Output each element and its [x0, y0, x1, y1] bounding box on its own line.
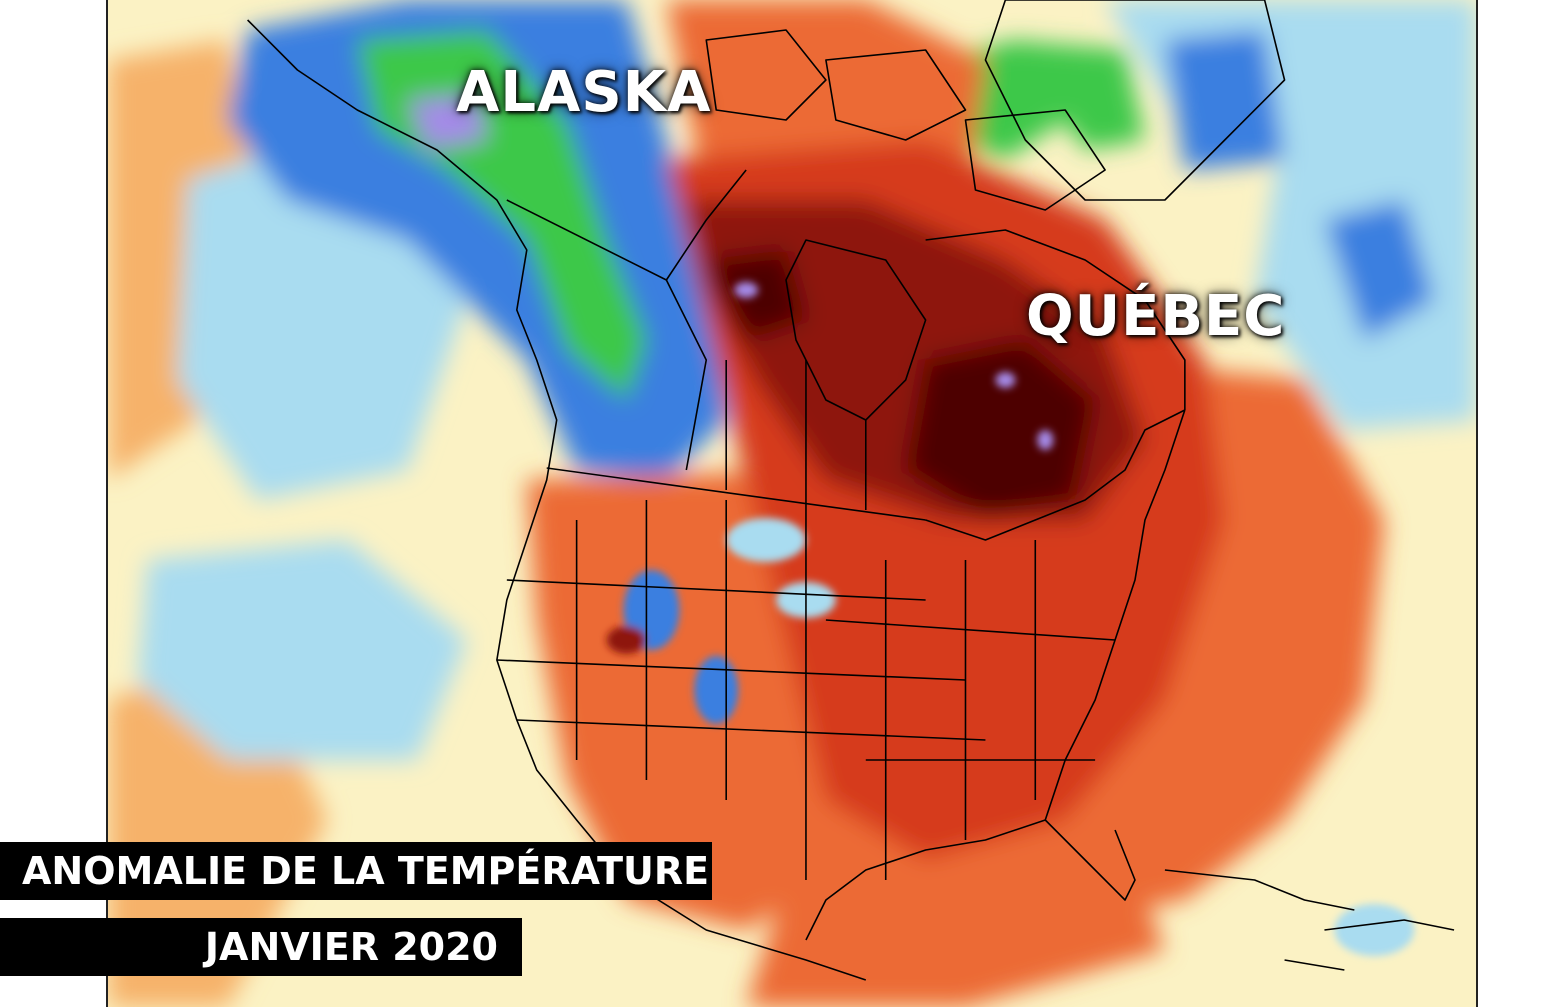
quebec-label: QUÉBEC: [1026, 284, 1286, 349]
temperature-anomaly-map: ALASKA QUÉBEC: [106, 0, 1478, 1007]
caption-date: JANVIER 2020: [0, 918, 522, 976]
anomaly-field-layer: [108, 0, 1476, 1007]
alaska-label: ALASKA: [456, 60, 712, 125]
anomaly-detail-layer: [606, 282, 1415, 956]
caption-title: ANOMALIE DE LA TEMPÉRATURE: [0, 842, 712, 900]
anomaly-map-graphic: [108, 0, 1476, 1007]
